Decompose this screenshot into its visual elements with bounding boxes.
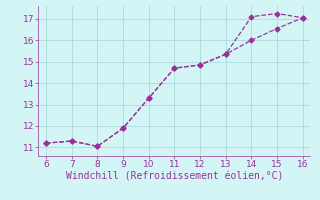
X-axis label: Windchill (Refroidissement éolien,°C): Windchill (Refroidissement éolien,°C) [66,172,283,182]
